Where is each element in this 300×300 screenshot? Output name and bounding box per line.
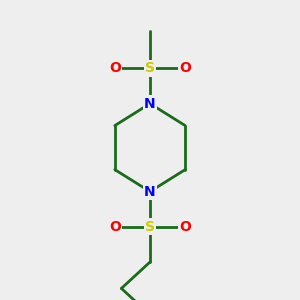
Text: O: O [109, 61, 121, 75]
Text: N: N [144, 184, 156, 199]
Text: S: S [145, 61, 155, 75]
Text: O: O [109, 220, 121, 234]
Text: O: O [179, 61, 191, 75]
Text: O: O [179, 220, 191, 234]
Text: N: N [144, 97, 156, 111]
Text: S: S [145, 220, 155, 234]
